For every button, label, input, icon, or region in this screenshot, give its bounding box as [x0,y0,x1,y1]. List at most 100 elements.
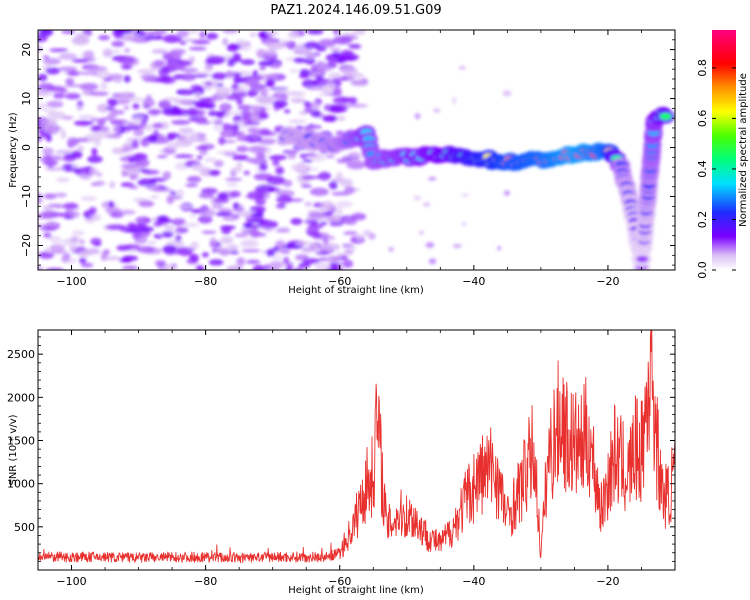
heatmap-noise-cell [156,154,168,159]
heatmap-noise-cell [305,226,320,236]
heatmap-noise-cell [266,30,279,36]
heatmap-noise-cell [140,73,158,80]
heatmap-noise-cell [168,62,186,71]
heatmap-noise-cell [231,123,240,132]
heatmap-noise-cell [65,77,75,85]
heatmap-noise-cell [111,40,125,48]
heatmap-noise-cell [162,34,182,43]
heatmap-noise-cell [170,263,178,268]
heatmap-noise-cell [217,192,229,200]
heatmap-noise-cell [344,249,354,255]
spectrogram-y-label: Frequency (Hz) [8,112,19,188]
heatmap-noise-cell [221,38,229,46]
heatmap-noise-cell [39,251,55,260]
chart-title: PAZ1.2024.146.09.51.G09 [270,3,441,18]
heatmap-noise-cell [42,205,53,211]
heatmap-noise-cell [62,156,76,162]
heatmap-noise-cell [334,246,340,252]
heatmap-noise-cell [302,175,321,180]
heatmap-noise-cell [303,219,319,224]
heatmap-noise-cell [348,97,358,106]
heatmap-noise-cell [317,93,331,97]
snr-frame [37,329,676,571]
heatmap-noise-cell [157,215,169,222]
heatmap-noise-cell [304,51,316,59]
heatmap-noise-cell [257,138,277,145]
heatmap-noise-cell [353,30,366,35]
heatmap-noise-cell [88,206,97,215]
heatmap-noise-cell [433,108,441,113]
heatmap-noise-cell [321,78,332,82]
heatmap-noise-cell [205,82,212,86]
heatmap-noise-cell [258,60,273,67]
heatmap-noise-cell [333,87,342,96]
heatmap-noise-cell [45,267,64,270]
heatmap-noise-cell [461,193,469,197]
heatmap-noise-cell [197,102,214,109]
heatmap-noise-cell [315,64,327,73]
heatmap-noise-cell [329,46,341,53]
heatmap-noise-cell [151,217,159,221]
heatmap-noise-cell [42,57,61,65]
heatmap-noise-cell [226,45,239,52]
heatmap-noise-cell [177,204,194,209]
heatmap-noise-cell [162,171,172,180]
heatmap-noise-cell [58,66,78,72]
heatmap-noise-cell [497,245,502,251]
heatmap-noise-cell [295,241,316,247]
heatmap-noise-cell [50,250,68,254]
snr-x-tick-label: −100 [56,575,86,588]
heatmap-noise-cell [61,255,70,263]
heatmap-noise-cell [309,187,329,196]
heatmap-noise-cell [346,160,366,170]
heatmap-noise-cell [164,224,175,233]
heatmap-noise-cell [319,221,328,226]
heatmap-noise-cell [328,181,338,190]
heatmap-noise-cell [266,40,286,50]
snr-y-ticks: 500 1000 1500 2000 2500 [7,336,675,571]
heatmap-noise-cell [112,125,121,133]
heatmap-noise-cell [335,115,346,121]
heatmap-noise-cell [388,246,394,253]
heatmap-noise-cell [344,186,355,195]
heatmap-noise-cell [219,102,232,112]
heatmap-noise-cell [279,194,289,200]
heatmap-noise-cell [258,220,279,229]
spectrogram-x-tick-label: −40 [462,275,485,288]
heatmap-noise-cell [259,66,266,71]
heatmap-noise-cell [272,246,280,251]
heatmap-noise-cell [50,235,62,244]
snr-x-ticks: −100 −80 −60 −40 −20 [37,330,676,588]
heatmap-noise-cell [155,75,172,83]
heatmap-noise-cell [298,111,307,116]
heatmap-noise-cell [79,82,99,91]
heatmap-noise-cell [42,108,56,113]
heatmap-noise-cell [255,152,266,161]
heatmap-noise-cell [302,159,314,163]
heatmap-noise-cell [161,231,174,238]
spectrogram-x-tick-label: −20 [596,275,619,288]
heatmap-noise-cell [120,163,139,169]
heatmap-noise-cell [91,125,102,132]
heatmap-noise-cell [225,95,241,101]
heatmap-noise-cell [428,258,437,265]
heatmap-noise-cell [249,206,266,213]
heatmap-noise-cell [222,30,239,34]
heatmap-noise-cell [299,69,310,76]
heatmap-noise-cell [96,172,103,178]
heatmap-noise-cell [290,163,309,171]
heatmap-noise-cell [290,119,305,123]
heatmap-noise-cell [109,180,116,189]
heatmap-noise-cell [315,75,324,81]
heatmap-noise-cell [151,48,168,54]
spectrogram-x-label: Height of straight line (km) [288,285,424,296]
heatmap-noise-cell [128,157,136,162]
heatmap-noise-cell [335,207,343,217]
heatmap-noise-cell [255,94,275,104]
heatmap-noise-cell [259,30,268,40]
heatmap-noise-cell [125,229,138,233]
heatmap-noise-cell [454,243,463,249]
heatmap-noise-cell [40,119,58,128]
heatmap-noise-cell [249,32,257,37]
heatmap-noise-cell [189,213,197,218]
